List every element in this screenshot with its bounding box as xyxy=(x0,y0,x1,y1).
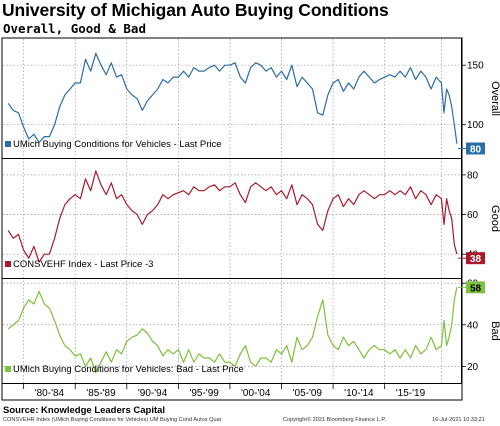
grid-layer xyxy=(3,39,461,383)
legend-label-overall: UMich Buying Conditions for Vehicles - L… xyxy=(13,139,222,150)
x-tick-label: '90-'94 xyxy=(138,388,168,399)
x-tick-label: '00-'04 xyxy=(241,388,271,399)
source-note: Source: Knowledge Leaders Capital xyxy=(3,405,166,416)
legend-swatch-good xyxy=(5,261,11,267)
legend-label-good: CONSVEHF Index - Last Price -3 xyxy=(13,259,153,270)
footer-date: 16-Jul-2021 10:33:21 xyxy=(432,417,485,423)
chart-title: University of Michigan Auto Buying Condi… xyxy=(2,0,389,20)
y-tick-label: 20 xyxy=(467,362,479,373)
plot-border xyxy=(1,37,463,401)
value-badge-text: 38 xyxy=(470,254,482,265)
series-layer xyxy=(7,52,458,374)
y-tick-label: 150 xyxy=(467,61,484,72)
x-tick-label: '80-'84 xyxy=(35,388,65,399)
x-tick-label: '85-'89 xyxy=(86,388,116,399)
value-badge-good xyxy=(466,252,485,265)
legend-label-bad: UMich Buying Conditions for Vehicles: Ba… xyxy=(13,364,244,375)
footer-index-text: CONSVEHR Index (UMich Buying Conditions … xyxy=(3,417,222,423)
value-badge-text: 80 xyxy=(470,144,482,155)
chart-subtitle: Overall, Good & Bad xyxy=(3,21,146,36)
y-tick-label: 100 xyxy=(467,120,484,131)
x-tick-label: '10-'14 xyxy=(344,388,374,399)
value-badge-bad xyxy=(466,281,485,294)
axis-layer: '80-'84 '85-'89 '90-'94 '95-'99 '00-'04 '05-'… xyxy=(2,38,500,399)
series-line-overall xyxy=(7,52,458,144)
axis-title-bad: Bad xyxy=(489,321,500,341)
series-line-good xyxy=(7,170,458,263)
x-tick-label: '95-'99 xyxy=(189,388,219,399)
axis-title-overall: Overall xyxy=(489,81,500,116)
y-tick-label: 40 xyxy=(467,320,479,331)
y-tick-label: 60 xyxy=(467,210,479,221)
series-line-bad xyxy=(7,287,458,374)
axis-title-good: Good xyxy=(489,205,500,232)
value-badge-overall xyxy=(466,142,485,155)
footer-copyright: Copyright© 2021 Bloomberg Finance L.P. xyxy=(283,417,386,423)
x-tick-label: '15-'19 xyxy=(396,388,426,399)
legend-swatch-overall xyxy=(5,141,11,147)
value-badge-text: 58 xyxy=(470,283,482,294)
x-tick-label: '05-'09 xyxy=(293,388,323,399)
legend-swatch-bad xyxy=(5,366,11,372)
y-tick-label: 80 xyxy=(467,170,479,181)
